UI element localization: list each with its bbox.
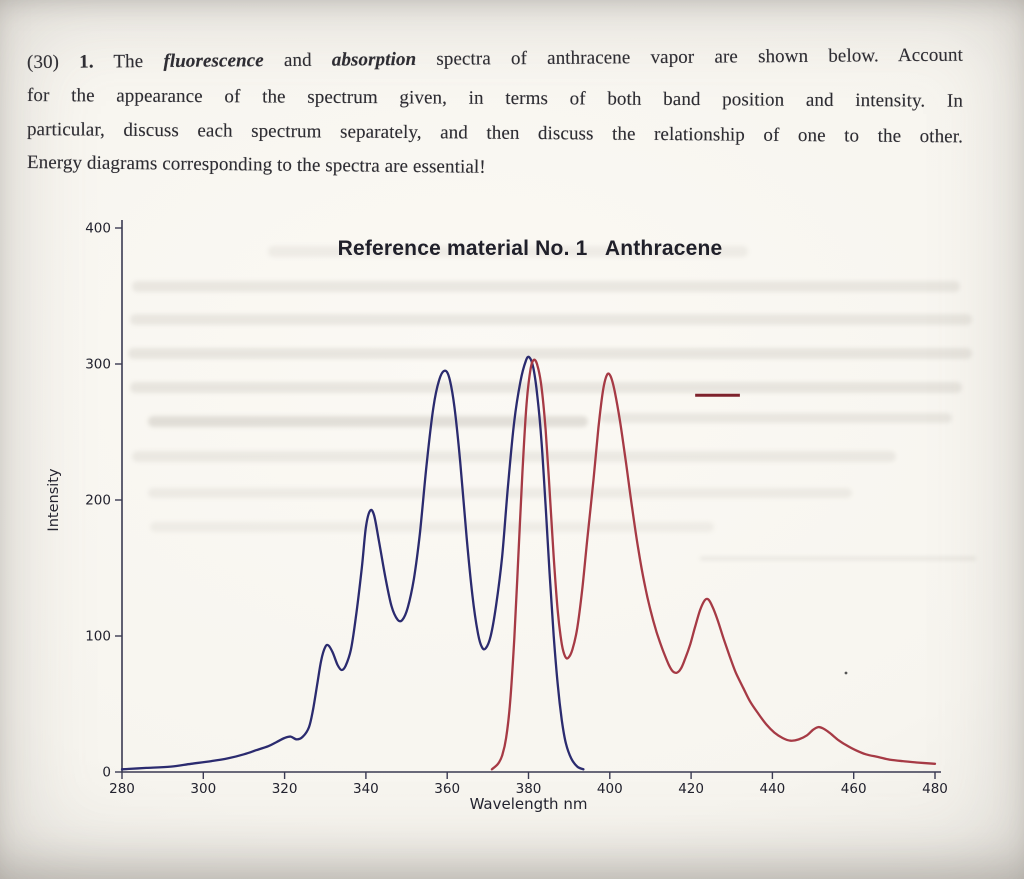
bleedthrough-line (148, 488, 852, 498)
bleedthrough-line (700, 557, 976, 560)
x-tick-label: 420 (678, 781, 704, 797)
x-tick-label: 440 (760, 781, 786, 797)
y-tick-label: 200 (85, 493, 111, 509)
word-absorption: absorption (331, 48, 417, 71)
x-tick-label: 320 (272, 781, 298, 797)
bleedthrough-line (148, 416, 588, 427)
bleedthrough-line (130, 314, 972, 325)
question-text-a: The (93, 50, 164, 73)
x-tick-label: 480 (922, 781, 948, 797)
absorption-spectrum-curve (120, 355, 585, 771)
x-tick-label: 300 (190, 781, 216, 797)
x-tick-label: 400 (597, 781, 623, 797)
question-text-b: spectra of anthracene vapor are shown be… (416, 44, 964, 70)
scan-artifact-dot (844, 671, 848, 675)
word-fluorescence: fluorescence (163, 50, 264, 72)
x-axis-label: Wavelength nm (470, 795, 588, 813)
y-tick-label: 0 (102, 765, 111, 781)
bleedthrough-line (130, 382, 962, 393)
x-tick-label: 340 (353, 781, 379, 797)
y-tick-label: 400 (85, 221, 111, 237)
question-number: 1. (79, 51, 94, 73)
bleedthrough-line (128, 348, 972, 359)
chart-title: Reference material No. 1 Anthracene (337, 237, 723, 260)
y-axis-label: Intensity (46, 468, 62, 532)
question-paragraph: (30) 1. The fluorescence and absorption … (26, 45, 964, 180)
bleedthrough-line (132, 281, 960, 292)
y-tick-label: 100 (85, 629, 111, 645)
question-line-2: for the appearance of the spectrum given… (26, 85, 964, 113)
bleedthrough-line (268, 246, 748, 257)
bleedthrough-line (600, 413, 952, 423)
x-tick-label: 280 (109, 781, 135, 797)
question-number-prefix: (30) (26, 51, 80, 73)
y-tick-label: 300 (85, 357, 111, 373)
bleedthrough-line (150, 522, 714, 532)
chart-axes (121, 220, 941, 773)
x-tick-label: 380 (516, 781, 542, 797)
fluorescence-spectrum-curve (490, 358, 937, 771)
question-line-1: (30) 1. The fluorescence and absorption … (27, 39, 963, 80)
x-tick-label: 460 (841, 781, 867, 797)
bleedthrough-line (132, 451, 896, 462)
question-text-and: and (263, 49, 332, 72)
x-tick-label: 360 (434, 781, 460, 797)
